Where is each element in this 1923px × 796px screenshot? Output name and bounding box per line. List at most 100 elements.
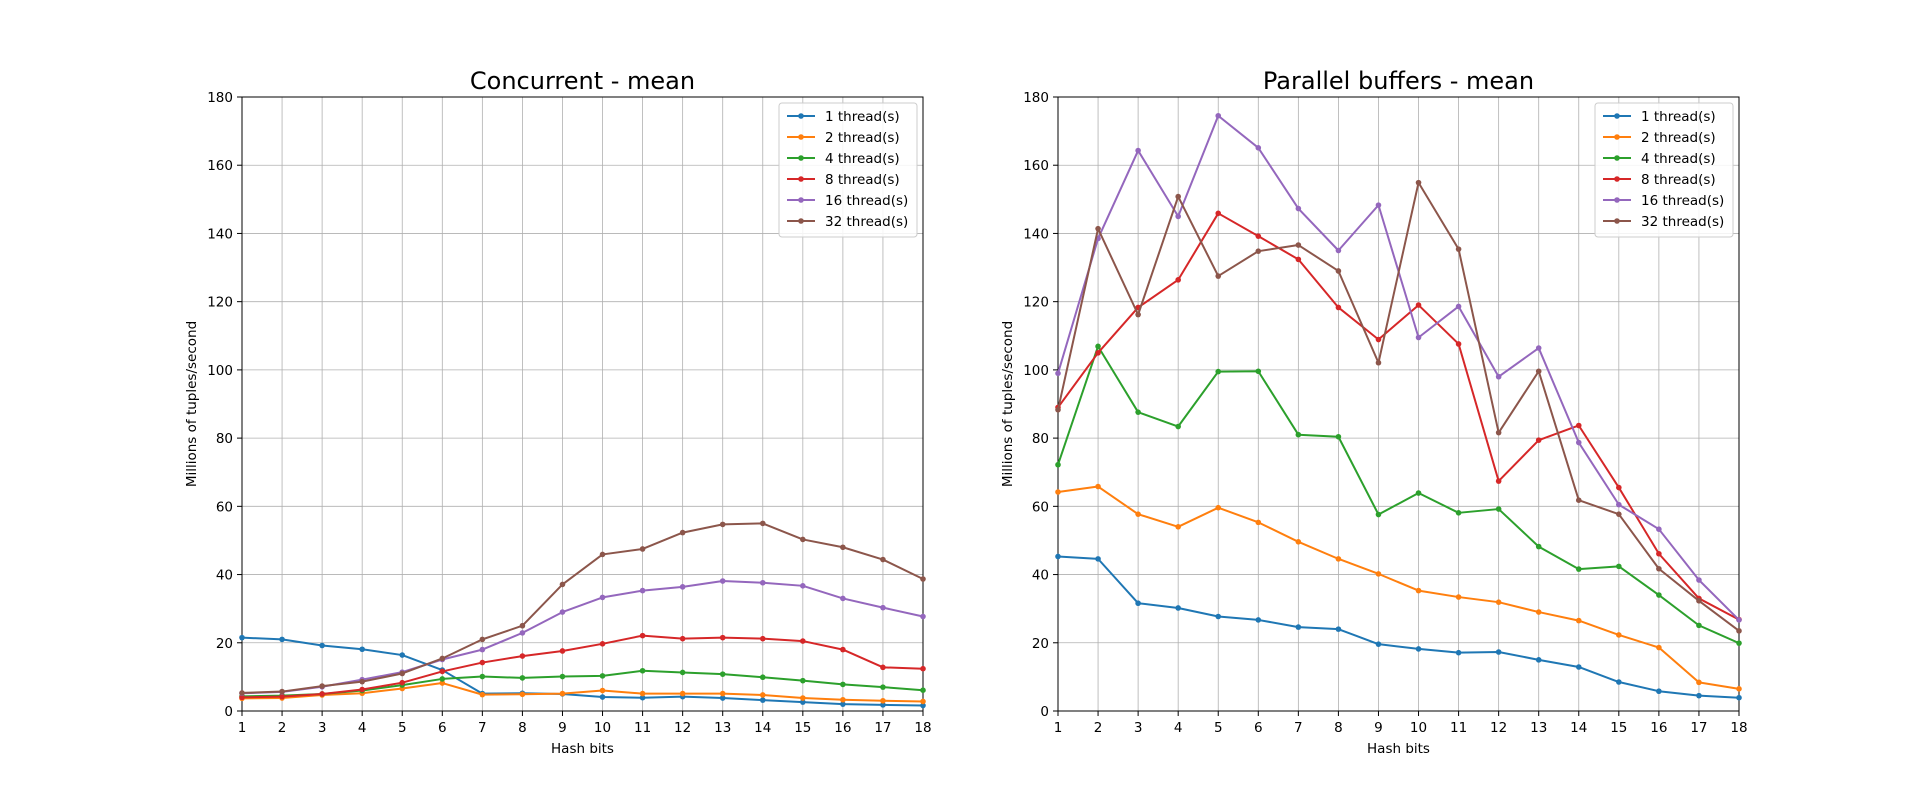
data-point	[679, 584, 686, 590]
data-point	[1415, 646, 1422, 652]
data-point	[599, 694, 606, 700]
series-line	[1057, 345, 1740, 645]
x-tick-label: 1	[238, 720, 247, 736]
data-point	[1736, 628, 1742, 634]
data-point	[479, 646, 486, 653]
legend-swatch-marker	[798, 197, 804, 203]
data-point	[1295, 256, 1302, 263]
data-point	[1295, 431, 1302, 438]
data-point	[1255, 617, 1262, 623]
data-point	[1495, 429, 1502, 436]
legend-label: 2 thread(s)	[825, 130, 900, 146]
data-point	[1495, 599, 1502, 605]
series-1	[1055, 553, 1742, 701]
data-point	[1175, 193, 1181, 200]
data-point	[1696, 622, 1702, 629]
series-line	[1057, 485, 1740, 690]
data-point	[1095, 556, 1101, 562]
x-tick-label: 15	[1610, 720, 1627, 736]
data-point	[1656, 644, 1662, 651]
data-point	[1696, 679, 1702, 686]
data-point	[1616, 501, 1622, 508]
data-point	[1295, 624, 1302, 630]
series-4	[239, 632, 926, 701]
data-point	[1295, 242, 1302, 248]
data-point	[519, 691, 526, 698]
data-point	[1455, 303, 1462, 310]
y-tick-label: 180	[1023, 90, 1049, 106]
data-point	[599, 551, 606, 558]
data-point	[599, 594, 606, 601]
legend-swatch-marker	[798, 218, 804, 224]
data-point	[559, 648, 566, 654]
x-tick-label: 3	[318, 720, 327, 736]
data-point	[679, 529, 686, 536]
y-tick-label: 60	[1032, 499, 1049, 515]
x-tick-label: 18	[1730, 720, 1747, 736]
data-point	[1255, 145, 1262, 151]
data-point	[1375, 511, 1382, 518]
data-point	[1375, 571, 1382, 577]
data-point	[1616, 484, 1622, 491]
data-point	[1335, 433, 1342, 440]
data-point	[1415, 490, 1422, 496]
data-point	[1375, 202, 1382, 208]
data-point	[1055, 406, 1061, 413]
legend-label: 32 thread(s)	[1641, 214, 1724, 230]
data-point	[840, 595, 846, 602]
data-point	[1255, 368, 1262, 375]
data-point	[1095, 225, 1101, 232]
x-tick-label: 11	[1450, 720, 1467, 736]
data-point	[399, 652, 406, 658]
legend-label: 16 thread(s)	[1641, 193, 1724, 209]
x-tick-label: 6	[1254, 720, 1263, 736]
data-point	[1415, 334, 1422, 341]
x-tick-label: 5	[398, 720, 407, 736]
x-tick-label: 15	[794, 720, 811, 736]
x-tick-label: 16	[1650, 720, 1667, 736]
data-point	[1415, 302, 1422, 308]
y-tick-label: 160	[207, 158, 233, 174]
data-point	[759, 674, 766, 681]
data-point	[359, 678, 365, 685]
data-point	[399, 670, 406, 677]
data-point	[1135, 409, 1141, 415]
data-point	[639, 667, 646, 674]
data-point	[719, 671, 726, 677]
data-point	[439, 655, 446, 662]
series-line	[1057, 181, 1740, 632]
data-point	[719, 521, 726, 528]
x-tick-label: 13	[714, 720, 731, 736]
y-tick-label: 140	[1023, 226, 1049, 242]
data-point	[1495, 506, 1502, 512]
data-point	[1255, 248, 1262, 254]
chart-title: Concurrent - mean	[470, 67, 695, 95]
data-point	[1616, 632, 1622, 638]
legend-swatch-marker	[798, 155, 804, 161]
legend-swatch-marker	[1614, 176, 1620, 182]
legend-label: 4 thread(s)	[825, 151, 900, 167]
y-axis-label: Millions of tuples/second	[1000, 321, 1016, 487]
x-tick-label: 2	[278, 720, 287, 736]
data-point	[519, 622, 526, 629]
y-tick-label: 0	[224, 704, 233, 720]
data-point	[1175, 524, 1181, 530]
chart-panel-2: 1 2 3 4 5 6 7 8 9 10 11 12 13 14 15 16 17 180204060801001…	[1000, 67, 1748, 757]
data-point	[1656, 550, 1662, 557]
x-tick-label: 11	[634, 720, 651, 736]
legend-label: 16 thread(s)	[825, 193, 908, 209]
data-point	[719, 578, 726, 584]
series-6	[239, 520, 926, 696]
x-tick-label: 17	[1690, 720, 1707, 736]
x-tick-label: 9	[1374, 720, 1383, 736]
series-line	[241, 580, 924, 695]
data-point	[840, 696, 846, 703]
x-tick-label: 9	[558, 720, 567, 736]
data-point	[1575, 497, 1582, 503]
data-point	[800, 699, 806, 705]
data-point	[1215, 613, 1222, 620]
data-point	[1415, 587, 1422, 594]
x-tick-label: 14	[1570, 720, 1587, 736]
y-tick-label: 160	[1023, 158, 1049, 174]
